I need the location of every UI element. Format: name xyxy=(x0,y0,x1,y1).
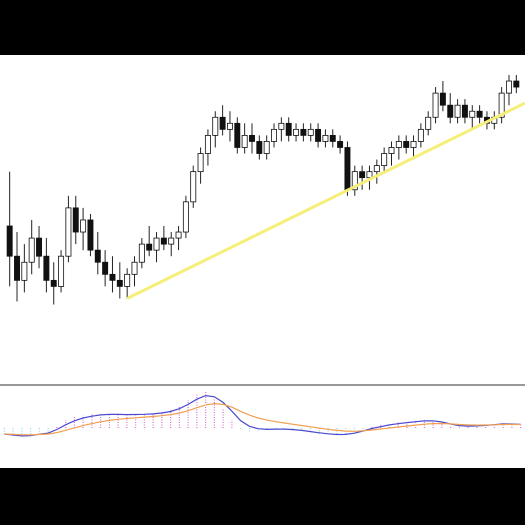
candle-body xyxy=(43,255,50,281)
candle-body xyxy=(6,225,13,257)
candle-body xyxy=(417,128,424,142)
candle-body xyxy=(351,171,358,191)
candle-body xyxy=(344,147,351,191)
candle-body xyxy=(513,80,520,88)
candle-body xyxy=(249,135,255,142)
candle-body xyxy=(131,261,138,275)
candle-body xyxy=(461,104,468,118)
candle-body xyxy=(234,122,241,148)
candle-body xyxy=(182,201,189,233)
candle-body xyxy=(403,141,410,148)
candle-body xyxy=(58,255,65,287)
main-line xyxy=(4,394,521,437)
chart-frame xyxy=(0,55,525,468)
candle-body xyxy=(80,219,87,233)
candle-body xyxy=(388,147,395,154)
candle-body xyxy=(256,141,263,154)
candle-body xyxy=(21,261,28,281)
candle-body xyxy=(322,135,329,142)
candle-body xyxy=(50,279,57,287)
candle-body xyxy=(168,237,175,245)
candle-body xyxy=(307,128,314,136)
candle-body xyxy=(102,261,109,275)
candle-body xyxy=(241,135,248,148)
candle-body xyxy=(476,110,483,118)
candle-body xyxy=(109,273,116,281)
candle-body xyxy=(124,273,131,287)
candle-body xyxy=(447,104,454,118)
candle-body xyxy=(366,171,373,179)
candle-body xyxy=(285,122,292,136)
candle-body xyxy=(329,135,336,142)
candle-body xyxy=(36,237,43,257)
oscillator-pane xyxy=(3,392,522,437)
candle-body xyxy=(65,207,72,257)
candle-body xyxy=(212,116,219,136)
candle-body xyxy=(454,104,461,118)
candle-body xyxy=(373,165,380,173)
candle-body xyxy=(153,237,160,251)
candle-body xyxy=(226,122,233,130)
candle-body xyxy=(381,153,388,166)
candle-body xyxy=(14,255,20,281)
candle-body xyxy=(410,141,417,148)
candle-body xyxy=(432,92,439,118)
price-pane xyxy=(6,75,525,305)
candle-body xyxy=(395,141,402,148)
candle-body xyxy=(87,219,94,251)
candle-body xyxy=(293,128,300,136)
candle-body xyxy=(175,231,182,239)
candle-body xyxy=(219,116,226,130)
candle-body xyxy=(469,110,476,118)
candle-body xyxy=(300,128,307,136)
candle-body xyxy=(315,128,322,142)
candle-body xyxy=(337,141,344,148)
signal-line xyxy=(4,402,521,436)
candle-body xyxy=(263,141,270,154)
candle-body xyxy=(197,153,204,173)
trendline xyxy=(126,101,525,300)
candle-body xyxy=(439,92,446,106)
candle-body xyxy=(271,128,277,142)
candle-body xyxy=(138,243,145,263)
candle-body xyxy=(116,279,123,287)
candle-body xyxy=(72,207,79,233)
candle-body xyxy=(498,92,505,118)
candle-body xyxy=(160,237,167,245)
candle-body xyxy=(146,243,153,251)
candle-body xyxy=(425,116,432,130)
candle-body xyxy=(204,135,211,154)
candle-body xyxy=(506,80,512,94)
candle-body xyxy=(94,249,101,263)
candle-body xyxy=(278,122,285,130)
price-chart-svg xyxy=(0,75,525,437)
candle-body xyxy=(190,171,197,203)
candle-body xyxy=(359,171,366,179)
candle-body xyxy=(28,237,35,263)
